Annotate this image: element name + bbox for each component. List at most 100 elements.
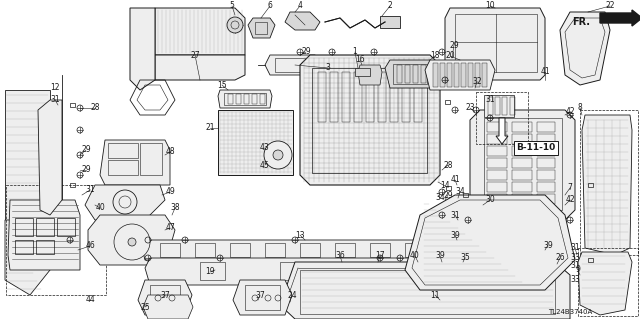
Text: 25: 25 <box>140 302 150 311</box>
Text: 3: 3 <box>326 63 330 72</box>
Bar <box>6 185 106 295</box>
Bar <box>512 170 532 180</box>
Polygon shape <box>138 280 192 315</box>
Text: 18: 18 <box>430 51 440 61</box>
Bar <box>160 243 180 257</box>
Bar <box>588 258 593 262</box>
Bar <box>378 72 386 122</box>
Bar <box>228 94 233 104</box>
Bar <box>578 248 638 316</box>
Polygon shape <box>385 60 435 88</box>
Bar <box>487 134 507 144</box>
Text: 34: 34 <box>455 188 465 197</box>
Text: 44: 44 <box>85 295 95 305</box>
Bar <box>245 285 280 310</box>
Bar <box>366 72 374 122</box>
Bar <box>402 72 410 122</box>
Text: 19: 19 <box>205 268 215 277</box>
Text: 1: 1 <box>353 48 357 56</box>
Text: 36: 36 <box>335 251 345 261</box>
Circle shape <box>113 190 137 214</box>
Polygon shape <box>405 195 575 290</box>
Bar <box>255 22 267 34</box>
Text: 11: 11 <box>430 291 440 300</box>
Bar <box>318 72 326 122</box>
Polygon shape <box>155 8 245 55</box>
Text: 4: 4 <box>298 2 303 11</box>
Bar <box>354 72 362 122</box>
Bar <box>108 160 138 175</box>
Bar <box>230 243 250 257</box>
Bar <box>440 63 445 87</box>
Bar <box>421 65 426 83</box>
Bar <box>445 100 449 104</box>
Bar <box>495 97 500 115</box>
Text: 40: 40 <box>410 251 420 261</box>
Text: 17: 17 <box>375 251 385 261</box>
Bar <box>512 122 532 132</box>
Text: 28: 28 <box>444 160 452 169</box>
Text: 31: 31 <box>50 95 60 105</box>
Text: 5: 5 <box>230 2 234 11</box>
Bar <box>300 270 555 314</box>
Polygon shape <box>285 12 320 30</box>
Bar <box>236 94 241 104</box>
Bar <box>537 122 555 132</box>
Bar <box>405 65 410 83</box>
Polygon shape <box>578 252 632 315</box>
Text: 48: 48 <box>165 147 175 157</box>
Bar <box>487 122 507 132</box>
Bar <box>342 72 350 122</box>
Bar <box>537 158 555 168</box>
Bar <box>433 63 438 87</box>
Bar <box>447 63 452 87</box>
Polygon shape <box>100 140 170 185</box>
Bar <box>195 243 215 257</box>
Text: 10: 10 <box>485 2 495 11</box>
Polygon shape <box>8 200 80 270</box>
Bar <box>380 16 400 28</box>
Bar <box>461 63 466 87</box>
Text: 37: 37 <box>255 291 265 300</box>
Bar <box>512 182 532 192</box>
Bar <box>36 218 54 236</box>
Bar <box>487 182 507 192</box>
Polygon shape <box>248 18 275 38</box>
Bar <box>312 68 427 173</box>
Bar <box>512 146 532 156</box>
Bar <box>537 170 555 180</box>
Text: 45: 45 <box>260 160 270 169</box>
Text: 15: 15 <box>217 80 227 90</box>
Bar <box>200 262 225 280</box>
Bar <box>468 63 473 87</box>
Polygon shape <box>5 220 50 295</box>
Polygon shape <box>142 240 548 260</box>
Text: 7: 7 <box>568 183 572 192</box>
Bar <box>537 194 555 204</box>
Bar <box>244 94 249 104</box>
Bar <box>445 186 451 190</box>
Bar <box>397 65 402 83</box>
Bar <box>370 243 390 257</box>
Bar <box>108 143 138 158</box>
Text: 8: 8 <box>578 103 582 113</box>
Bar <box>265 243 285 257</box>
Bar <box>512 206 532 216</box>
Bar <box>487 206 507 216</box>
Text: B-11-10: B-11-10 <box>516 144 556 152</box>
Polygon shape <box>300 55 440 185</box>
Bar <box>224 93 266 105</box>
Polygon shape <box>218 90 272 108</box>
Polygon shape <box>143 295 193 319</box>
Bar <box>455 14 537 72</box>
Bar <box>330 72 338 122</box>
Bar <box>218 110 293 175</box>
Bar <box>475 243 495 257</box>
Bar <box>476 92 528 144</box>
Polygon shape <box>265 55 320 75</box>
Text: 28: 28 <box>90 103 100 113</box>
Bar <box>484 95 514 117</box>
Text: 39: 39 <box>435 251 445 261</box>
Bar <box>510 97 515 115</box>
Bar <box>502 97 507 115</box>
